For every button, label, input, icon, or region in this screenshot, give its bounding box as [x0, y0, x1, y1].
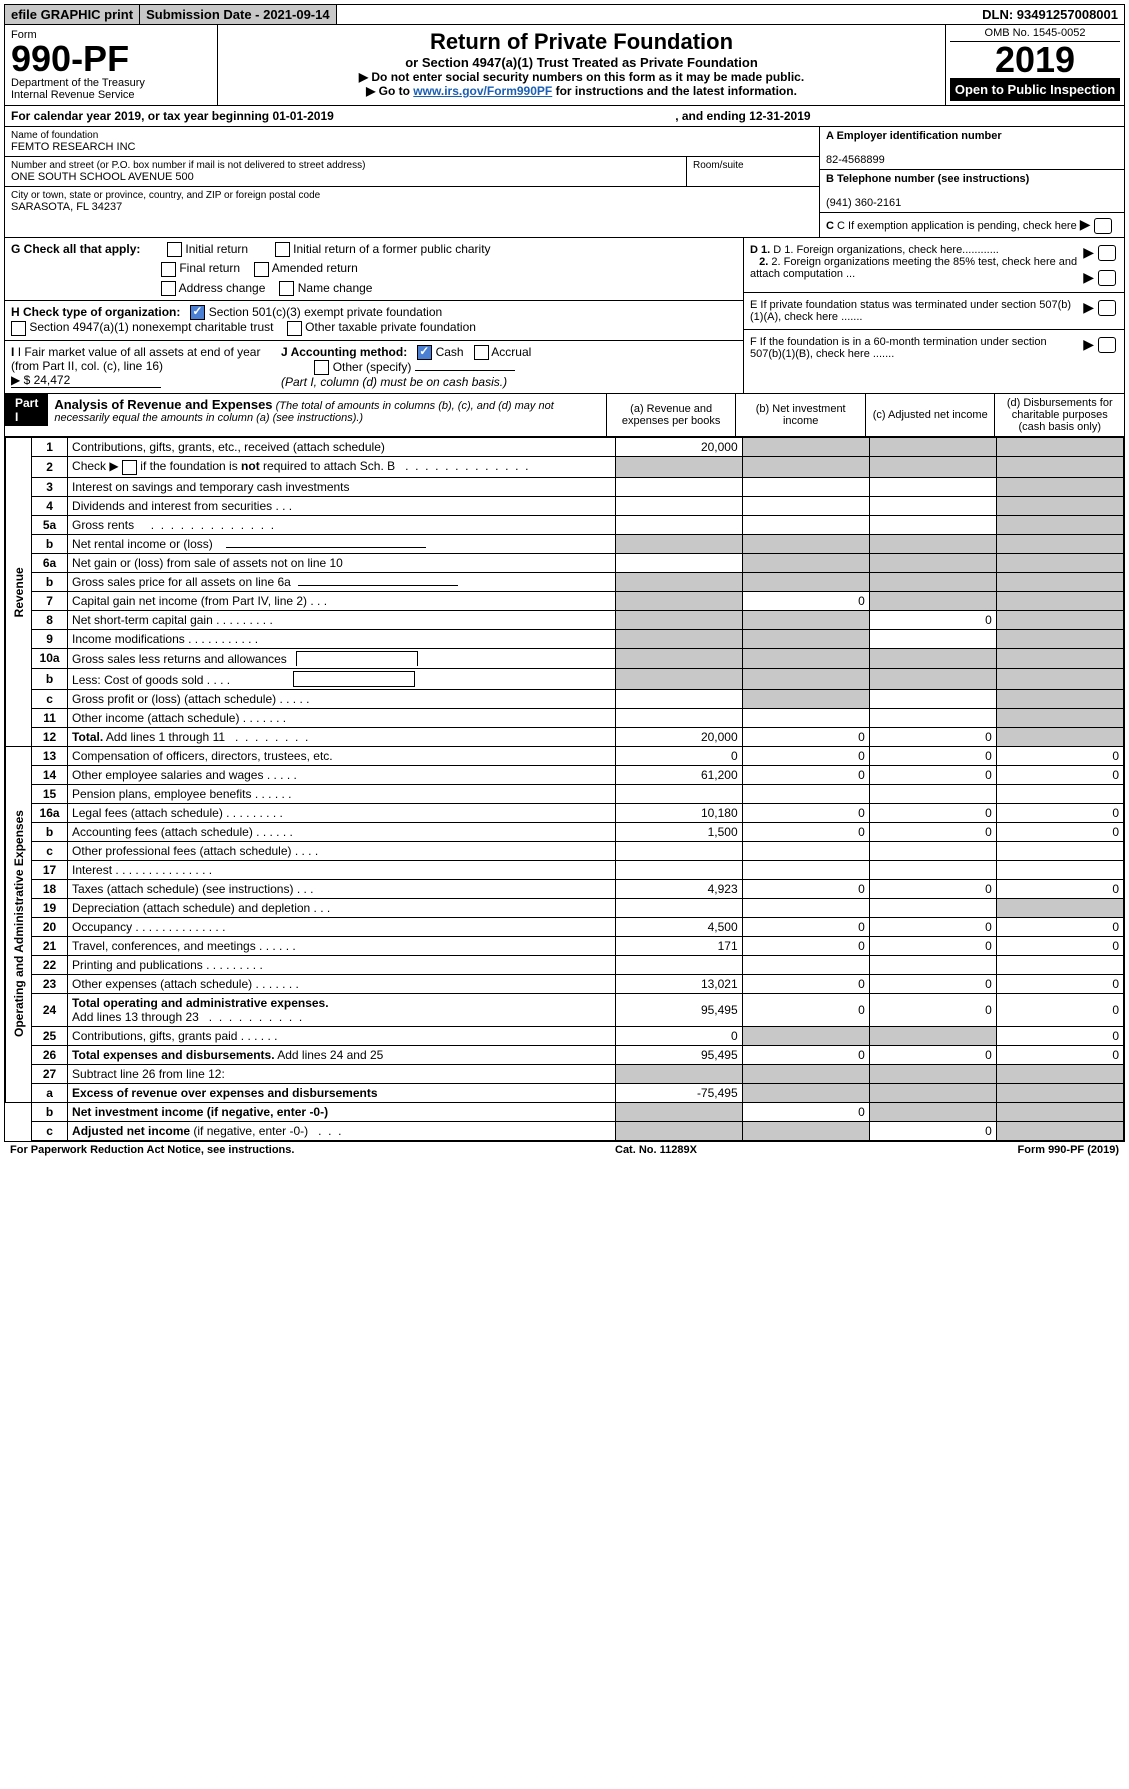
- revenue-label: Revenue: [6, 438, 32, 746]
- footer-left: For Paperwork Reduction Act Notice, see …: [10, 1144, 294, 1156]
- checkbox-d2[interactable]: [1098, 270, 1116, 286]
- expenses-label: Operating and Administrative Expenses: [6, 746, 32, 1102]
- form-title: Return of Private Foundation: [228, 29, 935, 55]
- efile-button[interactable]: efile GRAPHIC print: [5, 5, 140, 24]
- chk-4947[interactable]: [11, 321, 26, 336]
- checks-section: G Check all that apply: Initial return I…: [5, 238, 1124, 394]
- info-section: Name of foundation FEMTO RESEARCH INC Nu…: [5, 127, 1124, 238]
- part1-header: Part I Analysis of Revenue and Expenses …: [5, 394, 1124, 437]
- checkbox-e[interactable]: [1098, 300, 1116, 316]
- section-d: D 1. D 1. Foreign organizations, check h…: [744, 238, 1124, 293]
- dept-label: Department of the Treasury Internal Reve…: [11, 77, 211, 101]
- footer-right: Form 990-PF (2019): [1018, 1144, 1120, 1156]
- checkbox-d1[interactable]: [1098, 245, 1116, 261]
- chk-address[interactable]: [161, 281, 176, 296]
- tax-year: 2019: [950, 42, 1120, 78]
- note-2: ▶ Go to www.irs.gov/Form990PF for instru…: [228, 84, 935, 98]
- irs-link[interactable]: www.irs.gov/Form990PF: [413, 84, 552, 98]
- chk-final[interactable]: [161, 262, 176, 277]
- ein-cell: A Employer identification number 82-4568…: [820, 127, 1124, 170]
- footer-mid: Cat. No. 11289X: [615, 1144, 697, 1156]
- col-a-header: (a) Revenue and expenses per books: [607, 394, 737, 436]
- checkbox-c[interactable]: [1094, 218, 1112, 234]
- section-e: E If private foundation status was termi…: [744, 293, 1124, 330]
- col-b-header: (b) Net investment income: [736, 394, 866, 436]
- foundation-name-cell: Name of foundation FEMTO RESEARCH INC: [5, 127, 819, 157]
- city-cell: City or town, state or province, country…: [5, 187, 819, 216]
- submission-date: Submission Date - 2021-09-14: [140, 5, 337, 24]
- col-d-header: (d) Disbursements for charitable purpose…: [995, 394, 1124, 436]
- dln-label: DLN: 93491257008001: [976, 5, 1124, 24]
- room-cell: Room/suite: [687, 157, 819, 186]
- part1-label: Part I: [5, 394, 48, 426]
- chk-amended[interactable]: [254, 262, 269, 277]
- calendar-year-row: For calendar year 2019, or tax year begi…: [5, 106, 1124, 127]
- address-cell: Number and street (or P.O. box number if…: [5, 157, 687, 186]
- section-h: H Check type of organization: Section 50…: [5, 301, 743, 341]
- chk-name[interactable]: [279, 281, 294, 296]
- exemption-cell: C C If exemption application is pending,…: [820, 213, 1124, 237]
- chk-accrual[interactable]: [474, 345, 489, 360]
- form-header: Form 990-PF Department of the Treasury I…: [5, 25, 1124, 106]
- footer: For Paperwork Reduction Act Notice, see …: [4, 1142, 1125, 1158]
- note-1: ▶ Do not enter social security numbers o…: [228, 70, 935, 84]
- chk-other-tax[interactable]: [287, 321, 302, 336]
- section-g: G Check all that apply: Initial return I…: [5, 238, 743, 301]
- part1-table: Revenue 1Contributions, gifts, grants, e…: [5, 437, 1124, 1140]
- form-number: 990-PF: [11, 41, 211, 77]
- top-bar: efile GRAPHIC print Submission Date - 20…: [5, 5, 1124, 25]
- form-subtitle: or Section 4947(a)(1) Trust Treated as P…: [228, 55, 935, 70]
- phone-cell: B Telephone number (see instructions) (9…: [820, 170, 1124, 213]
- open-public-label: Open to Public Inspection: [950, 78, 1120, 101]
- chk-501c3[interactable]: [190, 305, 205, 320]
- chk-schb[interactable]: [122, 460, 137, 475]
- form-container: efile GRAPHIC print Submission Date - 20…: [4, 4, 1125, 1142]
- chk-cash[interactable]: [417, 345, 432, 360]
- section-f: F If the foundation is in a 60-month ter…: [744, 330, 1124, 366]
- chk-other-method[interactable]: [314, 360, 329, 375]
- chk-initial[interactable]: [167, 242, 182, 257]
- section-ij: I I Fair market value of all assets at e…: [5, 341, 743, 394]
- checkbox-f[interactable]: [1098, 337, 1116, 353]
- chk-initial-former[interactable]: [275, 242, 290, 257]
- col-c-header: (c) Adjusted net income: [866, 394, 996, 436]
